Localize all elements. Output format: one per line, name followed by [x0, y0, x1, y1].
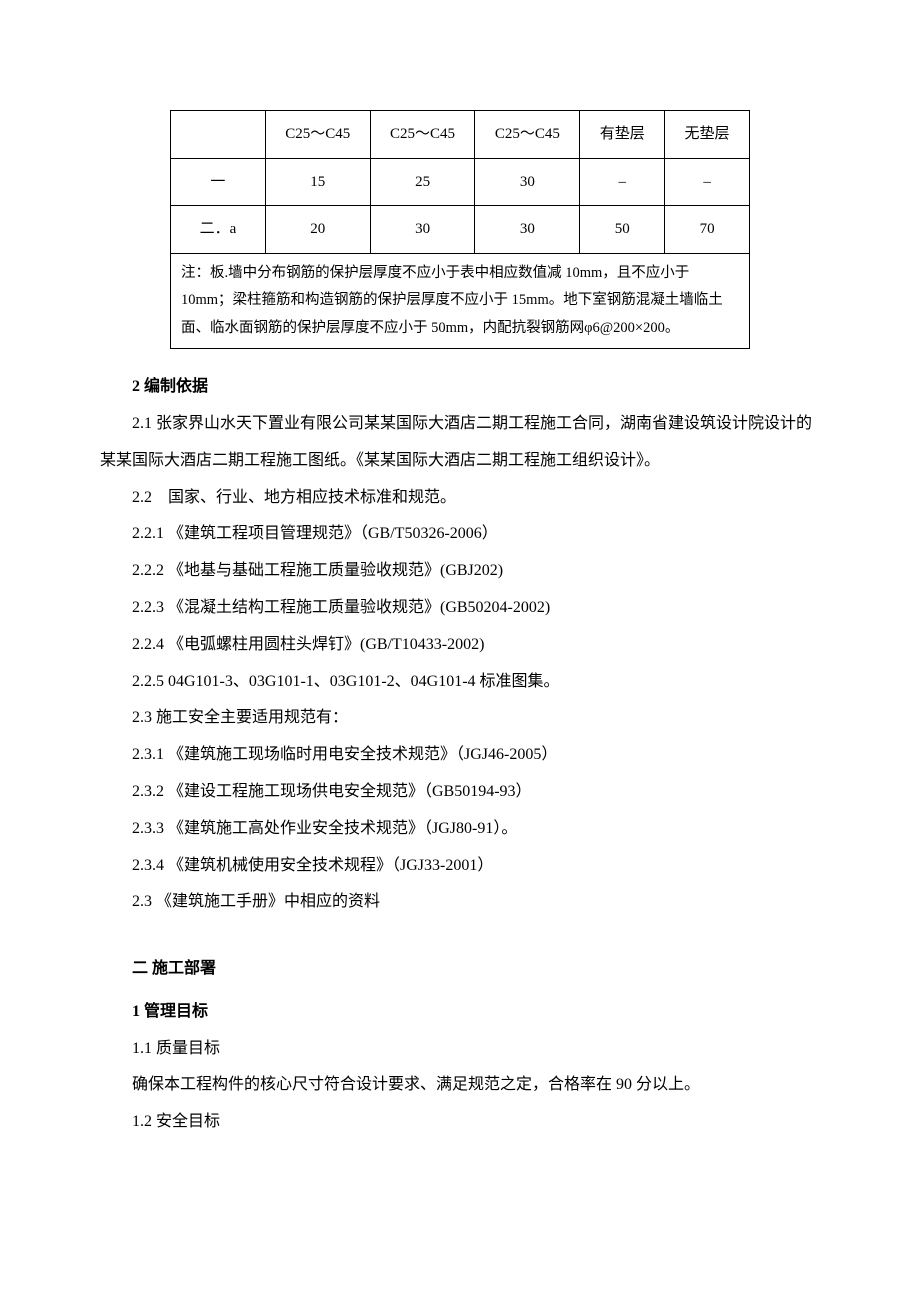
para-2-3-4: 2.3.4 《建筑机械使用安全技术规程》（JGJ33-2001） [100, 848, 820, 885]
para-1-1-body: 确保本工程构件的核心尺寸符合设计要求、满足规范之定，合格率在 90 分以上。 [100, 1067, 820, 1104]
para-2-2-1: 2.2.1 《建筑工程项目管理规范》（GB/T50326-2006） [100, 516, 820, 553]
para-1-1: 1.1 质量目标 [100, 1031, 820, 1068]
header-c2: C25～C45 [370, 111, 475, 159]
cell: 25 [370, 158, 475, 206]
para-2-2-4: 2.2.4 《电弧螺柱用圆柱头焊钉》(GB/T10433-2002) [100, 627, 820, 664]
cell: 30 [475, 158, 580, 206]
table-note: 注：板.墙中分布钢筋的保护层厚度不应小于表中相应数值减 10mm，且不应小于 1… [171, 253, 750, 349]
cell: 15 [265, 158, 370, 206]
para-2-3-1: 2.3.1 《建筑施工现场临时用电安全技术规范》（JGJ46-2005） [100, 737, 820, 774]
cover-thickness-table: C25～C45 C25～C45 C25～C45 有垫层 无垫层 一 15 25 … [170, 110, 750, 349]
header-c4: 有垫层 [580, 111, 665, 159]
table-header-row: C25～C45 C25～C45 C25～C45 有垫层 无垫层 [171, 111, 750, 159]
cell: 二．a [171, 206, 266, 254]
para-2-2-5: 2.2.5 04G101-3、03G101-1、03G101-2、04G101-… [100, 664, 820, 701]
cell: 20 [265, 206, 370, 254]
para-2-2: 2.2 国家、行业、地方相应技术标准和规范。 [100, 480, 820, 517]
section-1-mgmt: 1 管理目标 [100, 994, 820, 1031]
para-2-1: 2.1 张家界山水天下置业有限公司某某国际大酒店二期工程施工合同，湖南省建设筑设… [100, 406, 820, 480]
cell: – [580, 158, 665, 206]
table-row: 一 15 25 30 – – [171, 158, 750, 206]
table-row: 二．a 20 30 30 50 70 [171, 206, 750, 254]
header-c3: C25～C45 [475, 111, 580, 159]
para-1-2: 1.2 安全目标 [100, 1104, 820, 1141]
section-deploy-title: 二 施工部署 [100, 951, 820, 988]
para-2-3-3: 2.3.3 《建筑施工高处作业安全技术规范》（JGJ80-91）。 [100, 811, 820, 848]
para-2-2-2: 2.2.2 《地基与基础工程施工质量验收规范》(GBJ202) [100, 553, 820, 590]
para-2-3-2: 2.3.2 《建设工程施工现场供电安全规范》（GB50194-93） [100, 774, 820, 811]
header-c5: 无垫层 [665, 111, 750, 159]
cell: 70 [665, 206, 750, 254]
para-2-3b: 2.3 《建筑施工手册》中相应的资料 [100, 884, 820, 921]
para-2-3: 2.3 施工安全主要适用规范有： [100, 700, 820, 737]
cell: 30 [475, 206, 580, 254]
header-c1: C25～C45 [265, 111, 370, 159]
cell: – [665, 158, 750, 206]
cell: 一 [171, 158, 266, 206]
cell: 50 [580, 206, 665, 254]
para-2-2-3: 2.2.3 《混凝土结构工程施工质量验收规范》(GB50204-2002) [100, 590, 820, 627]
header-blank [171, 111, 266, 159]
section-2-title: 2 编制依据 [100, 369, 820, 406]
table-note-row: 注：板.墙中分布钢筋的保护层厚度不应小于表中相应数值减 10mm，且不应小于 1… [171, 253, 750, 349]
cell: 30 [370, 206, 475, 254]
